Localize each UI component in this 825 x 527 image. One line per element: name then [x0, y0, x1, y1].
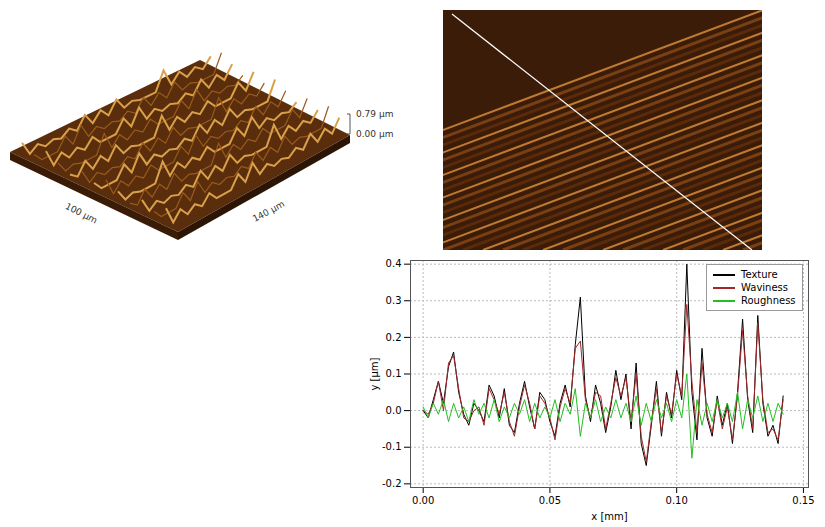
svg-text:-0.2: -0.2 — [382, 478, 402, 489]
svg-text:0.05: 0.05 — [539, 495, 561, 506]
svg-text:0.15: 0.15 — [792, 495, 814, 506]
svg-text:0.10: 0.10 — [666, 495, 688, 506]
html-text:Roughness: Roughness — [741, 295, 796, 306]
html-text:Waviness: Waviness — [741, 282, 788, 293]
svg-text:0.00 µm: 0.00 µm — [356, 129, 393, 139]
html-text:Texture: Texture — [741, 269, 778, 280]
svg-text:y [µm]: y [µm] — [369, 357, 380, 390]
svg-text:0.0: 0.0 — [386, 405, 402, 416]
svg-text:x [mm]: x [mm] — [591, 511, 627, 522]
svg-text:0.00: 0.00 — [412, 495, 434, 506]
svg-text:0.4: 0.4 — [386, 258, 402, 269]
svg-text:0.3: 0.3 — [386, 295, 402, 306]
svg-text:0.1: 0.1 — [386, 368, 402, 379]
svg-text:140 µm: 140 µm — [251, 199, 286, 224]
svg-text:100 µm: 100 µm — [64, 201, 99, 226]
svg-text:0.79 µm: 0.79 µm — [356, 109, 393, 119]
svg-text:-0.1: -0.1 — [382, 441, 402, 452]
svg-text:0.2: 0.2 — [386, 332, 402, 343]
